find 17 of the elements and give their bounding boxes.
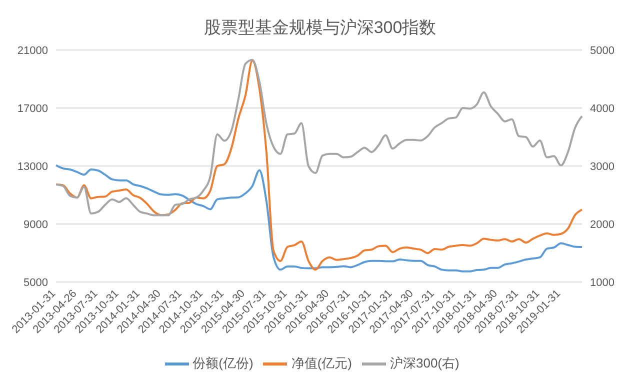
line-series bbox=[55, 60, 583, 271]
legend-label: 沪深300(右) bbox=[390, 355, 460, 370]
y2-tick-label: 2000 bbox=[590, 218, 614, 231]
y-tick-label: 5000 bbox=[24, 276, 48, 289]
legend-label: 份额(亿份) bbox=[192, 355, 254, 370]
y2-tick-label: 4000 bbox=[590, 102, 614, 115]
chart-title: 股票型基金规模与沪深300指数 bbox=[202, 17, 438, 39]
line-series bbox=[55, 164, 583, 272]
line-series bbox=[55, 58, 583, 216]
y2-tick-label: 3000 bbox=[590, 160, 614, 173]
y-tick-label: 13000 bbox=[17, 160, 48, 173]
y-tick-label: 9000 bbox=[24, 218, 48, 231]
y-tick-label: 21000 bbox=[17, 44, 48, 57]
y2-tick-label: 5000 bbox=[590, 44, 614, 57]
y2-tick-label: 1000 bbox=[590, 276, 614, 289]
legend-label: 净值(亿元) bbox=[291, 355, 352, 370]
y-tick-label: 17000 bbox=[17, 102, 48, 115]
